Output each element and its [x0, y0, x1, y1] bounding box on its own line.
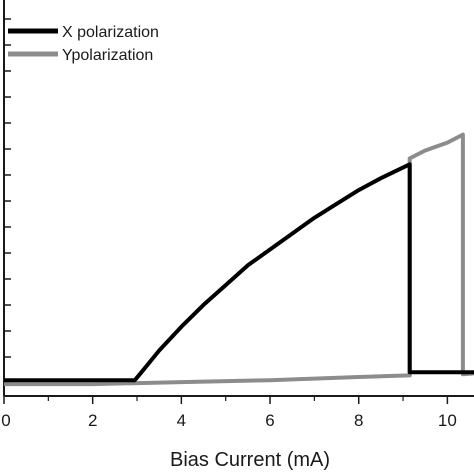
x-tick-label-2: 2	[88, 411, 97, 430]
legend-label-ypolarization: Ypolarization	[62, 47, 153, 64]
y-axis-ticks	[4, 18, 11, 384]
x-axis-title: Bias Current (mA)	[170, 449, 330, 471]
x-tick-label-8: 8	[354, 411, 363, 430]
x-tick-label-10: 10	[438, 411, 457, 430]
x-tick-label-0: 0	[1, 411, 10, 430]
x-tick-label-4: 4	[177, 411, 186, 430]
series-layer	[4, 132, 474, 387]
x-tick-label-6: 6	[265, 411, 274, 430]
legend: X polarization Ypolarization	[8, 24, 159, 64]
series-line-ypolarization	[4, 132, 474, 387]
x-axis-ticks: 0 2 4 6 8 10	[1, 396, 457, 430]
legend-label-x-polarization: X polarization	[62, 24, 159, 41]
series-line-x-polarization	[4, 162, 474, 383]
